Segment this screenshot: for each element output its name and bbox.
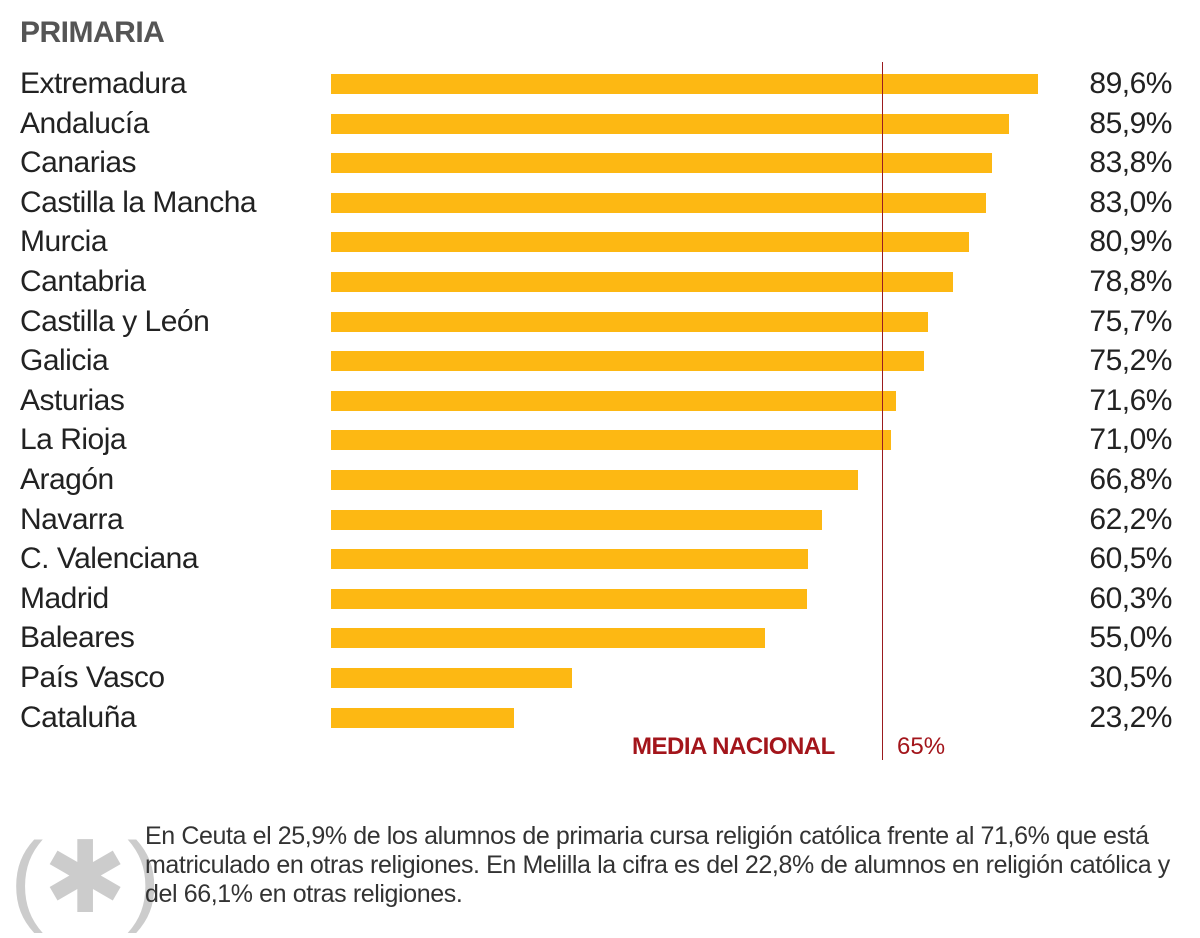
bar — [331, 549, 809, 570]
category-label: Madrid — [20, 581, 109, 615]
bar — [331, 390, 896, 411]
value-label: 60,5% — [1089, 542, 1172, 576]
category-label: Murcia — [20, 225, 108, 259]
category-label: Navarra — [20, 502, 124, 536]
value-label: 75,7% — [1089, 304, 1172, 338]
value-label: 85,9% — [1089, 106, 1172, 140]
category-label: Castilla la Mancha — [20, 185, 257, 219]
bar — [331, 74, 1038, 94]
bar — [331, 311, 929, 332]
media-nacional-value: 65% — [897, 733, 946, 760]
bar — [331, 628, 765, 649]
media-nacional-line — [882, 62, 883, 760]
category-label: Galicia — [20, 344, 109, 378]
value-label: 60,3% — [1089, 581, 1172, 615]
category-label: Baleares — [20, 621, 135, 655]
category-label: C. Valenciana — [20, 542, 199, 576]
chart-title: PRIMARIA — [20, 16, 165, 49]
bar — [331, 113, 1009, 134]
category-label: Cataluña — [20, 700, 137, 734]
bar-row: País Vasco 30,5% — [0, 658, 1200, 698]
bar-row: Asturias 71,6% — [0, 381, 1200, 421]
category-label: Cantabria — [20, 265, 146, 298]
bar — [331, 588, 807, 609]
bar-row: Cataluña 23,2% — [0, 698, 1200, 738]
bar-row: C. Valenciana 60,5% — [0, 539, 1200, 579]
footnote: En Ceuta el 25,9% de los alumnos de prim… — [145, 822, 1170, 908]
bar-row: Aragón 66,8% — [0, 460, 1200, 500]
category-label: Andalucía — [20, 106, 149, 140]
bar — [331, 668, 572, 688]
value-label: 83,0% — [1089, 185, 1172, 219]
bar-row: Extremadura 89,6% — [0, 64, 1200, 104]
category-label: Castilla y León — [20, 304, 210, 338]
value-label: 89,6% — [1089, 67, 1172, 100]
bar — [331, 470, 859, 490]
bar — [331, 509, 822, 530]
value-label: 71,6% — [1089, 383, 1172, 417]
bar-row: Cantabria 78,8% — [0, 262, 1200, 302]
bar — [331, 272, 953, 292]
value-label: 78,8% — [1089, 265, 1172, 298]
asterisk-icon: (✱) — [10, 822, 161, 934]
category-label: Asturias — [20, 383, 125, 417]
bar-row: Andalucía 85,9% — [0, 104, 1200, 144]
bar-row: Baleares 55,0% — [0, 618, 1200, 658]
bar-row: La Rioja 71,0% — [0, 420, 1200, 460]
media-nacional-label: MEDIA NACIONAL — [632, 733, 835, 760]
value-label: 71,0% — [1089, 423, 1172, 457]
value-label: 80,9% — [1089, 225, 1172, 259]
value-label: 62,2% — [1089, 502, 1172, 536]
value-label: 30,5% — [1089, 661, 1172, 694]
bar — [331, 153, 993, 174]
category-label: Aragón — [20, 463, 114, 496]
bar-row: Canarias 83,8% — [0, 143, 1200, 183]
bar-row: Murcia 80,9% — [0, 222, 1200, 262]
value-label: 66,8% — [1089, 463, 1172, 496]
category-label: País Vasco — [20, 661, 165, 694]
bar — [331, 232, 970, 253]
category-label: Canarias — [20, 146, 137, 180]
bar — [331, 707, 515, 728]
bar-row: Madrid 60,3% — [0, 579, 1200, 619]
value-label: 83,8% — [1089, 146, 1172, 180]
bar-row: Castilla la Mancha 83,0% — [0, 183, 1200, 223]
category-label: La Rioja — [20, 423, 127, 457]
value-label: 75,2% — [1089, 344, 1172, 378]
bar — [331, 430, 892, 451]
bar-row: Navarra 62,2% — [0, 500, 1200, 540]
bar — [331, 192, 986, 213]
value-label: 55,0% — [1089, 621, 1172, 655]
bar-row: Castilla y León 75,7% — [0, 302, 1200, 342]
category-label: Extremadura — [20, 67, 187, 100]
value-label: 23,2% — [1089, 700, 1172, 734]
bar — [331, 351, 925, 372]
bar-row: Galicia 75,2% — [0, 341, 1200, 381]
